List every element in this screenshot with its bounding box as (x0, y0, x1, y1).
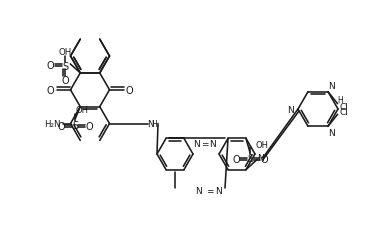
Text: O: O (232, 155, 240, 165)
Text: N: N (215, 187, 222, 196)
Text: N: N (210, 139, 216, 148)
Text: H: H (337, 96, 343, 105)
Text: =: = (206, 187, 213, 196)
Text: OH: OH (255, 140, 268, 149)
Text: N: N (257, 153, 263, 163)
Text: O: O (62, 76, 69, 85)
Text: S: S (247, 154, 253, 164)
Text: N: N (328, 128, 335, 137)
Text: OH: OH (75, 106, 88, 115)
Text: O: O (58, 121, 65, 131)
Text: N: N (328, 82, 335, 91)
Text: O: O (46, 61, 54, 71)
Text: S: S (62, 62, 68, 72)
Text: N: N (195, 187, 202, 196)
Text: H: H (151, 120, 157, 129)
Text: N: N (147, 120, 153, 129)
Text: =: = (201, 139, 209, 148)
Text: O: O (126, 85, 133, 96)
Text: Cl: Cl (339, 107, 348, 116)
Text: N: N (194, 139, 200, 148)
Text: N: N (288, 105, 294, 114)
Text: O: O (85, 121, 93, 131)
Text: Cl: Cl (339, 103, 348, 112)
Text: S: S (72, 120, 78, 130)
Text: H₂N: H₂N (44, 120, 61, 129)
Text: O: O (260, 155, 268, 165)
Text: OH: OH (59, 48, 72, 57)
Text: O: O (47, 85, 54, 96)
